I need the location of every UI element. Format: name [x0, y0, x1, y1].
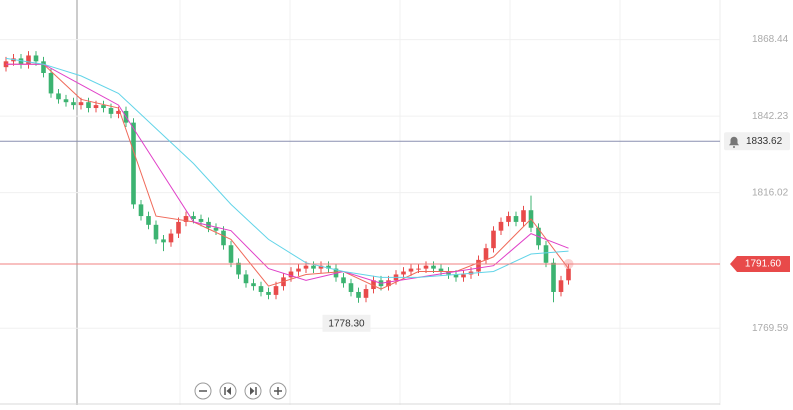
candle-body: [461, 274, 466, 278]
candle-body: [341, 277, 346, 284]
candle-body: [266, 291, 271, 295]
y-tick-label: 1868.44: [752, 34, 789, 45]
candle-body: [33, 55, 39, 62]
candle-body: [243, 274, 249, 284]
candle-body: [153, 224, 159, 240]
candle-body: [543, 245, 549, 263]
zoom-out-button[interactable]: [194, 382, 212, 400]
candle-body: [18, 58, 24, 65]
candle-body: [176, 221, 181, 234]
candle-body: [101, 105, 106, 109]
candle-body: [386, 280, 391, 287]
low-label: 1778.30: [328, 318, 365, 329]
candle-body: [198, 218, 204, 222]
alert-label: 1833.62: [746, 136, 783, 147]
candle-body: [483, 248, 489, 260]
candle-body: [161, 239, 166, 243]
candle-body: [513, 216, 519, 222]
candle-body: [108, 108, 114, 114]
candle-body: [146, 216, 151, 225]
candle-body: [236, 262, 241, 275]
candle-body: [206, 221, 211, 228]
candle-body: [183, 216, 189, 222]
candle-body: [273, 286, 279, 295]
candle-body: [416, 268, 421, 270]
candle-body: [371, 280, 376, 290]
candle-body: [558, 280, 564, 292]
candle-body: [168, 233, 174, 243]
candle-body: [41, 61, 46, 73]
candle-body: [221, 230, 226, 246]
candle-body: [401, 271, 406, 275]
candle-body: [326, 265, 331, 269]
candle-body: [423, 265, 429, 269]
low-label-box: [322, 314, 371, 332]
candle-body: [131, 122, 136, 205]
scroll-start-button[interactable]: [219, 382, 237, 400]
y-tick-label: 1769.59: [752, 323, 789, 334]
alert-bell-icon: [729, 136, 739, 148]
ma-line: [6, 63, 569, 284]
controls: [194, 382, 287, 400]
y-tick-label: 1842.23: [752, 111, 789, 122]
candle-body: [408, 268, 414, 272]
candle-body: [93, 105, 99, 109]
candle-body: [453, 274, 459, 278]
candle-body: [213, 227, 219, 231]
candle-body: [348, 283, 354, 292]
candle-body: [431, 265, 436, 269]
candle-body: [48, 72, 54, 94]
candle-body: [86, 102, 91, 109]
ma-line: [5, 57, 569, 278]
candle-body: [288, 271, 294, 278]
candle-body: [191, 216, 196, 219]
candle-body: [363, 289, 369, 298]
candle-body: [303, 265, 309, 269]
alert-label-box: [724, 132, 790, 151]
current-price-glow: [563, 258, 574, 269]
candle-body: [258, 286, 264, 292]
current-price-label: 1791.60: [745, 259, 782, 270]
candle-body: [311, 265, 316, 269]
scroll-end-button[interactable]: [244, 382, 262, 400]
candle-body: [506, 216, 511, 222]
candle-body: [63, 99, 69, 103]
candle-body: [566, 268, 571, 281]
current-price-box: [730, 255, 790, 272]
candle-body: [356, 291, 361, 298]
candle-body: [476, 259, 481, 272]
candle-body: [78, 102, 84, 106]
candle-body: [521, 210, 526, 222]
zoom-in-button[interactable]: [269, 382, 287, 400]
candle-body: [71, 102, 76, 106]
candle-body: [26, 55, 31, 65]
candle-body: [251, 283, 256, 287]
candle-body: [438, 268, 444, 272]
y-tick-label: 1816.02: [752, 187, 789, 198]
candle-body: [228, 245, 234, 263]
candle-body: [551, 262, 556, 292]
candle-body: [318, 265, 324, 269]
candle-body: [498, 221, 504, 231]
candle-body: [56, 93, 61, 100]
candle-body: [116, 110, 121, 114]
candle-body: [296, 268, 301, 272]
candle-body: [491, 230, 496, 249]
candle-body: [138, 204, 144, 217]
